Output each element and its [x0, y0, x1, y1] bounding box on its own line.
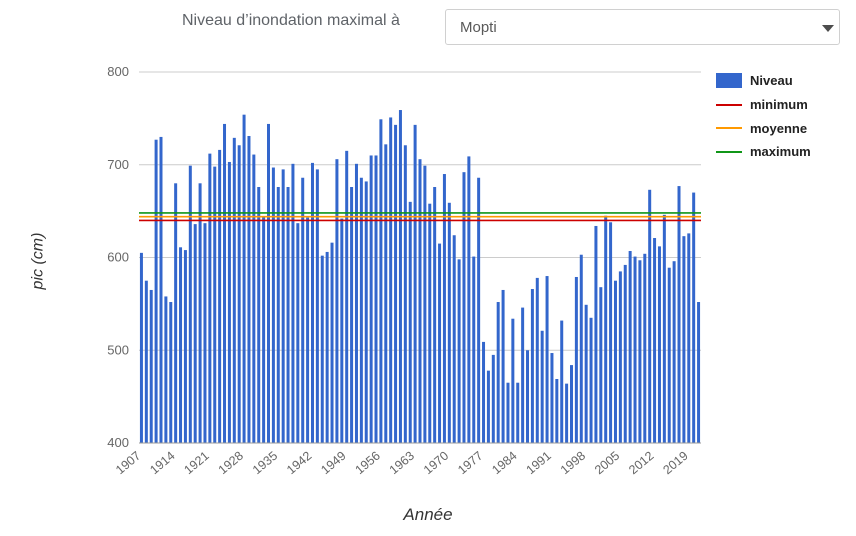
- svg-text:400: 400: [107, 435, 129, 450]
- svg-text:800: 800: [107, 64, 129, 79]
- svg-text:1970: 1970: [421, 449, 451, 478]
- svg-text:2005: 2005: [592, 449, 622, 478]
- svg-text:1956: 1956: [353, 449, 383, 478]
- svg-text:1991: 1991: [524, 449, 554, 478]
- svg-text:1907: 1907: [113, 449, 143, 478]
- svg-text:1963: 1963: [387, 449, 417, 478]
- svg-text:700: 700: [107, 157, 129, 172]
- svg-text:2012: 2012: [626, 449, 656, 478]
- svg-text:1949: 1949: [318, 449, 348, 478]
- svg-text:2019: 2019: [660, 449, 690, 478]
- svg-text:1977: 1977: [455, 449, 485, 478]
- svg-text:1942: 1942: [284, 449, 314, 478]
- svg-text:1928: 1928: [216, 449, 246, 478]
- svg-text:1998: 1998: [558, 449, 588, 478]
- svg-text:600: 600: [107, 250, 129, 265]
- svg-text:1935: 1935: [250, 449, 280, 478]
- svg-text:1984: 1984: [489, 449, 519, 478]
- svg-text:1921: 1921: [181, 449, 211, 478]
- svg-text:500: 500: [107, 342, 129, 357]
- svg-text:1914: 1914: [147, 449, 177, 478]
